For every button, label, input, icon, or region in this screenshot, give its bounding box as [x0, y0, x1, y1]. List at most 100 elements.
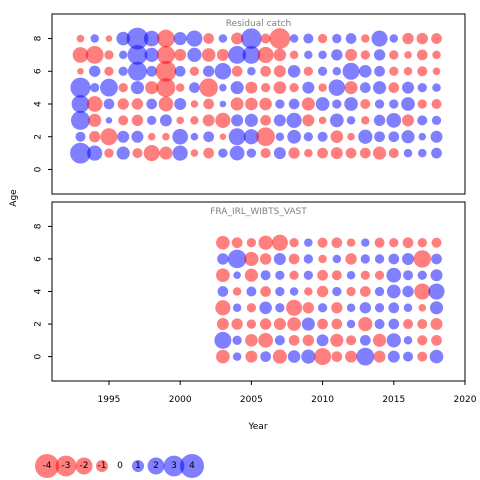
negative-residual-bubble	[72, 47, 89, 63]
negative-residual-bubble	[259, 318, 272, 330]
negative-residual-bubble	[431, 33, 442, 44]
negative-residual-bubble	[288, 253, 300, 265]
negative-residual-bubble	[330, 147, 343, 160]
positive-residual-bubble	[217, 253, 229, 265]
positive-residual-bubble	[303, 270, 313, 280]
negative-residual-bubble	[389, 50, 399, 60]
negative-residual-bubble	[219, 133, 227, 141]
positive-residual-bubble	[418, 148, 427, 158]
negative-residual-bubble	[288, 147, 300, 159]
negative-residual-bubble	[402, 237, 414, 249]
survey-residual-panel: FRA_IRL_WIBTS_VAST 0 2 4 6 8	[34, 201, 466, 382]
negative-residual-bubble	[360, 98, 371, 110]
positive-residual-bubble	[147, 115, 157, 126]
negative-residual-bubble	[190, 149, 199, 157]
negative-residual-bubble	[303, 66, 313, 76]
positive-residual-bubble	[359, 334, 371, 346]
positive-residual-bubble	[260, 351, 271, 362]
positive-residual-bubble	[332, 99, 342, 109]
negative-residual-bubble	[117, 98, 129, 110]
negative-residual-bubble	[316, 285, 329, 298]
y-tick-label: 2	[34, 134, 44, 140]
negative-residual-bubble	[388, 148, 399, 159]
positive-residual-bubble	[346, 319, 356, 329]
negative-residual-bubble	[273, 318, 286, 331]
negative-residual-bubble	[104, 148, 114, 158]
positive-residual-bubble	[186, 30, 203, 47]
positive-residual-bubble	[214, 63, 232, 80]
negative-residual-bubble	[244, 251, 259, 267]
negative-residual-bubble	[318, 254, 327, 264]
negative-residual-bubble	[216, 48, 229, 61]
negative-residual-bubble	[203, 98, 215, 110]
positive-residual-bubble	[286, 112, 302, 128]
positive-residual-bubble	[117, 130, 130, 143]
legend-negative-bubble	[75, 457, 93, 475]
negative-residual-bubble	[156, 78, 176, 98]
y-tick-label: 2	[34, 321, 44, 327]
negative-residual-bubble	[215, 112, 231, 128]
positive-residual-bubble	[432, 83, 441, 92]
positive-residual-bubble	[70, 77, 91, 98]
negative-residual-bubble	[414, 283, 431, 300]
positive-residual-bubble	[361, 238, 370, 247]
negative-residual-bubble	[259, 97, 272, 111]
positive-residual-bubble	[143, 30, 160, 47]
positive-residual-bubble	[273, 114, 286, 127]
negative-residual-bubble	[402, 32, 414, 45]
negative-residual-bubble	[389, 238, 399, 248]
positive-residual-bubble	[304, 238, 313, 247]
x-tick-label: 2000	[169, 395, 192, 405]
positive-residual-bubble	[87, 145, 103, 161]
positive-residual-bubble	[346, 116, 356, 125]
positive-residual-bubble	[317, 66, 328, 76]
negative-residual-bubble	[118, 82, 128, 93]
negative-residual-bubble	[416, 32, 428, 45]
negative-residual-bubble	[86, 96, 103, 112]
negative-residual-bubble	[431, 98, 442, 110]
negative-residual-bubble	[157, 29, 175, 48]
negative-residual-bubble	[100, 128, 118, 146]
positive-residual-bubble	[332, 67, 342, 76]
negative-residual-bubble	[260, 82, 271, 93]
positive-residual-bubble	[289, 287, 299, 296]
x-axis-title: Year	[247, 422, 267, 432]
positive-residual-bubble	[318, 50, 327, 60]
negative-residual-bubble	[417, 319, 428, 330]
negative-residual-bubble	[155, 60, 177, 82]
negative-residual-bubble	[199, 78, 218, 97]
positive-residual-bubble	[146, 98, 158, 110]
positive-residual-bubble	[144, 47, 159, 63]
negative-residual-bubble	[345, 350, 358, 363]
positive-residual-bubble	[301, 349, 316, 364]
positive-residual-bubble	[332, 286, 342, 297]
positive-residual-bubble	[228, 128, 246, 146]
negative-residual-bubble	[402, 114, 415, 127]
legend-label: 4	[189, 461, 195, 471]
positive-residual-bubble	[417, 270, 427, 280]
negative-residual-bubble	[373, 350, 386, 363]
legend-label: 0	[117, 461, 123, 471]
negative-residual-bubble	[246, 238, 257, 248]
negative-residual-bubble	[418, 303, 427, 312]
negative-residual-bubble	[314, 348, 332, 366]
negative-residual-bubble	[190, 116, 199, 125]
positive-residual-bubble	[388, 302, 400, 314]
positive-residual-bubble	[116, 31, 131, 46]
negative-residual-bubble	[330, 130, 344, 144]
negative-residual-bubble	[273, 48, 287, 62]
y-tick-label: 6	[34, 256, 44, 262]
negative-residual-bubble	[361, 34, 370, 43]
negative-residual-bubble	[104, 66, 114, 76]
negative-residual-bubble	[289, 270, 299, 280]
negative-residual-bubble	[344, 81, 358, 95]
positive-residual-bubble	[403, 303, 413, 313]
positive-residual-bubble	[100, 78, 118, 97]
positive-residual-bubble	[417, 82, 427, 93]
positive-residual-bubble	[274, 335, 285, 346]
x-tick-label: 1995	[98, 395, 121, 405]
negative-residual-bubble	[273, 81, 287, 94]
positive-residual-bubble	[260, 270, 271, 281]
positive-residual-bubble	[75, 131, 86, 142]
positive-residual-bubble	[301, 317, 315, 331]
